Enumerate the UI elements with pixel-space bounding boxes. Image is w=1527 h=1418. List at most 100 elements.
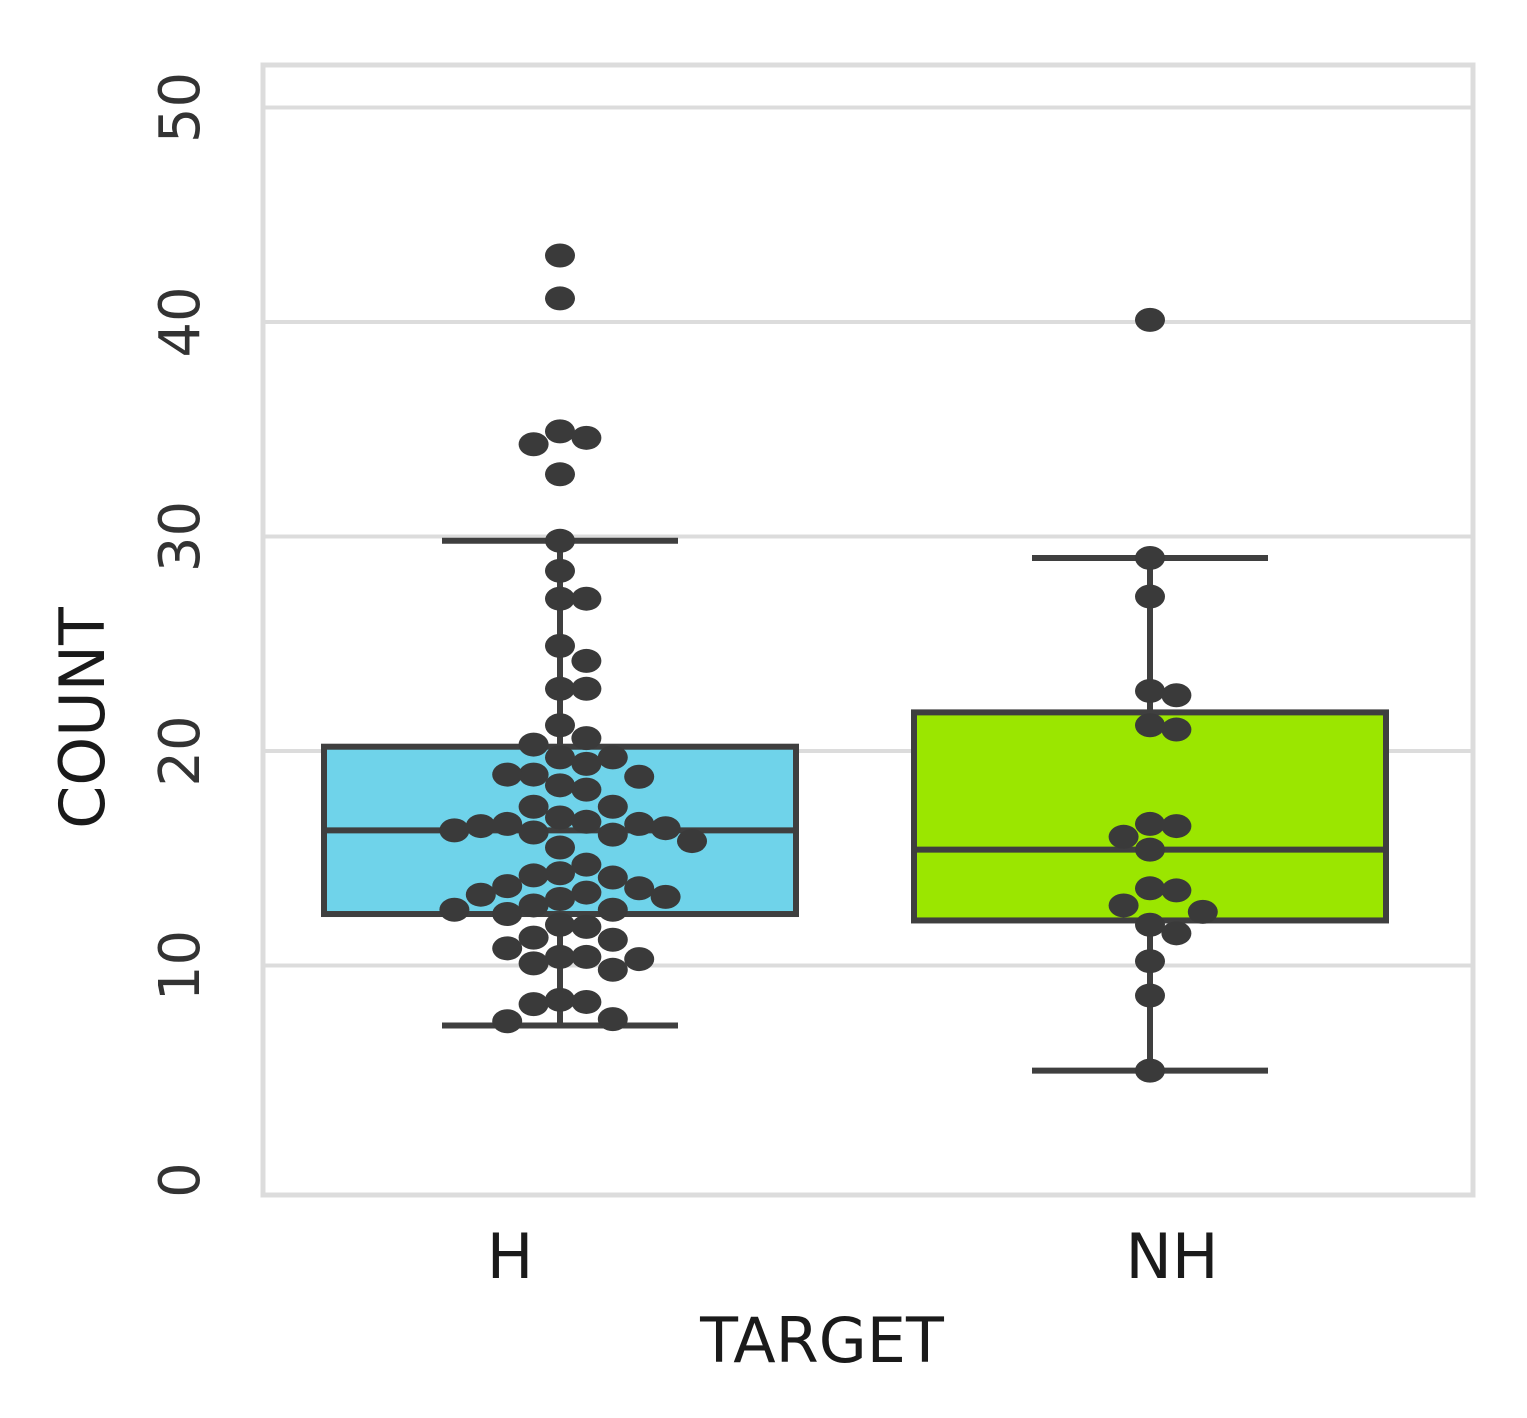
data-point bbox=[545, 286, 575, 311]
y-axis-title: COUNT bbox=[46, 606, 119, 829]
data-point bbox=[1108, 893, 1139, 918]
data-point bbox=[1135, 678, 1165, 703]
data-point bbox=[545, 835, 575, 860]
data-point bbox=[571, 676, 602, 701]
data-point bbox=[571, 914, 602, 939]
data-point bbox=[545, 773, 575, 798]
data-point bbox=[492, 936, 523, 961]
data-point bbox=[518, 732, 549, 757]
swarm-points bbox=[439, 243, 1218, 1083]
data-point bbox=[1135, 584, 1165, 609]
data-point bbox=[545, 586, 575, 611]
data-point bbox=[677, 829, 707, 854]
data-point bbox=[545, 713, 575, 738]
plot-frame bbox=[260, 62, 1476, 1198]
data-point bbox=[518, 992, 549, 1017]
data-point bbox=[545, 528, 575, 553]
data-point bbox=[597, 897, 628, 922]
x-tick-label: NH bbox=[1126, 1220, 1219, 1293]
data-point bbox=[518, 762, 549, 787]
data-point bbox=[545, 419, 575, 444]
data-point bbox=[1161, 717, 1192, 742]
points-h bbox=[439, 243, 707, 1034]
data-point bbox=[571, 726, 602, 751]
y-tick-label: 10 bbox=[148, 930, 213, 1001]
data-point bbox=[1161, 878, 1192, 903]
y-tick-label: 20 bbox=[148, 715, 213, 786]
data-point bbox=[650, 816, 681, 841]
data-point bbox=[518, 951, 549, 976]
data-point bbox=[597, 822, 628, 847]
y-tick-label: 30 bbox=[148, 501, 213, 572]
data-point bbox=[545, 633, 575, 658]
data-point bbox=[545, 887, 575, 912]
data-point bbox=[571, 880, 602, 905]
data-point bbox=[597, 794, 628, 819]
data-point bbox=[1108, 824, 1139, 849]
data-point bbox=[571, 425, 602, 450]
data-point bbox=[545, 462, 575, 487]
data-point bbox=[624, 811, 655, 836]
data-point bbox=[571, 751, 602, 776]
data-point bbox=[545, 805, 575, 830]
data-point bbox=[597, 745, 628, 770]
data-point bbox=[650, 884, 681, 909]
data-point bbox=[1135, 1058, 1165, 1083]
data-point bbox=[439, 818, 470, 843]
data-point bbox=[545, 745, 575, 770]
data-point bbox=[597, 1007, 628, 1032]
data-point bbox=[1135, 545, 1165, 570]
data-point bbox=[1135, 949, 1165, 974]
data-point bbox=[1161, 814, 1192, 839]
data-point bbox=[545, 558, 575, 583]
data-point bbox=[597, 957, 628, 982]
x-axis-title: TARGET bbox=[699, 1304, 945, 1377]
data-point bbox=[545, 987, 575, 1012]
data-point bbox=[1135, 876, 1165, 901]
data-point bbox=[1135, 811, 1165, 836]
data-point bbox=[1161, 921, 1192, 946]
data-point bbox=[597, 865, 628, 890]
data-point bbox=[1135, 307, 1165, 332]
data-point bbox=[545, 676, 575, 701]
data-point bbox=[492, 902, 523, 927]
data-point bbox=[492, 762, 523, 787]
data-point bbox=[571, 809, 602, 834]
y-tick-labels: 0 10 20 30 40 50 bbox=[148, 72, 213, 1198]
data-point bbox=[571, 989, 602, 1014]
data-point bbox=[518, 925, 549, 950]
data-point bbox=[518, 893, 549, 918]
data-point bbox=[624, 876, 655, 901]
data-point bbox=[1135, 983, 1165, 1008]
data-point bbox=[571, 586, 602, 611]
data-point bbox=[492, 1009, 523, 1034]
data-point bbox=[545, 243, 575, 268]
x-tick-labels: H NH bbox=[487, 1220, 1219, 1293]
data-point bbox=[1135, 912, 1165, 937]
data-point bbox=[465, 814, 496, 839]
data-point bbox=[597, 927, 628, 952]
y-tick-label: 40 bbox=[148, 286, 213, 357]
data-point bbox=[518, 820, 549, 845]
data-point bbox=[492, 811, 523, 836]
data-point bbox=[492, 874, 523, 899]
data-point bbox=[624, 947, 655, 972]
data-point bbox=[1135, 837, 1165, 862]
data-point bbox=[545, 912, 575, 937]
data-point bbox=[518, 863, 549, 888]
data-point bbox=[545, 944, 575, 969]
data-point bbox=[571, 852, 602, 877]
data-point bbox=[465, 882, 496, 907]
data-point bbox=[518, 794, 549, 819]
boxes bbox=[321, 537, 1389, 1074]
points-nh bbox=[1108, 307, 1218, 1083]
data-point bbox=[1161, 683, 1192, 708]
y-tick-label: 50 bbox=[148, 72, 213, 143]
data-point bbox=[439, 897, 470, 922]
data-point bbox=[1135, 713, 1165, 738]
data-point bbox=[571, 777, 602, 802]
data-point bbox=[518, 432, 549, 457]
data-point bbox=[1187, 899, 1218, 924]
data-point bbox=[624, 764, 655, 789]
